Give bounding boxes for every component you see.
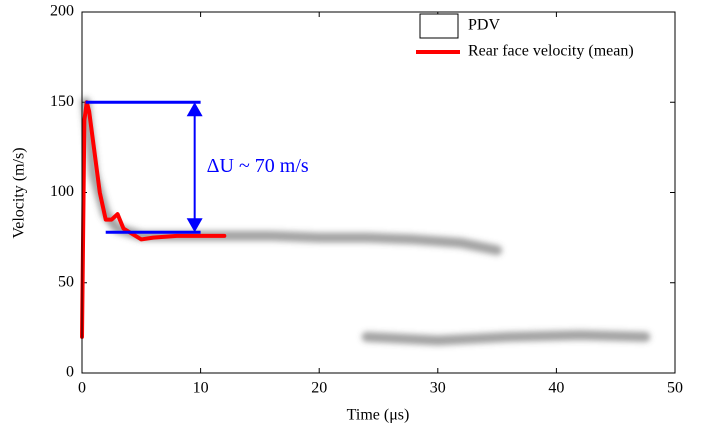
x-axis-label: Time (μs) <box>347 407 410 424</box>
y-axis-label: Velocity (m/s) <box>11 147 28 238</box>
x-tick-label: 30 <box>430 380 446 397</box>
legend-label: PDV <box>468 17 500 34</box>
x-tick-label: 0 <box>78 380 86 397</box>
x-tick-label: 10 <box>193 380 209 397</box>
x-tick-label: 50 <box>667 380 683 397</box>
x-tick-label: 40 <box>548 380 564 397</box>
mean-line <box>80 100 227 339</box>
annotation-text: ΔU ~ 70 m/s <box>207 155 309 177</box>
y-tick-label: 150 <box>50 93 74 110</box>
plot-frame <box>81 11 676 374</box>
legend-label: Rear face velocity (mean) <box>468 43 634 60</box>
y-tick-label: 0 <box>66 364 74 381</box>
x-tick-label: 20 <box>311 380 327 397</box>
pdv-trace <box>80 97 651 346</box>
y-tick-label: 200 <box>50 3 74 20</box>
y-tick-label: 100 <box>50 183 74 200</box>
y-tick-label: 50 <box>58 273 74 290</box>
